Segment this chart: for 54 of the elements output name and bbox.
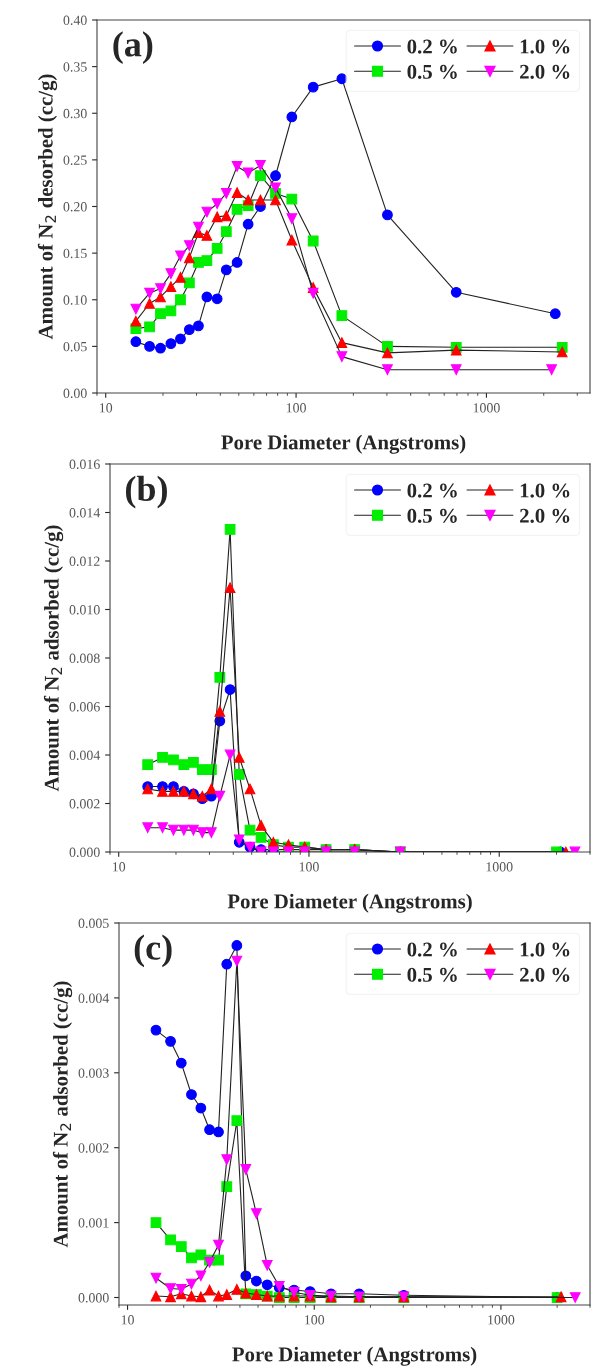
- legend-label: 0.5 %: [407, 967, 457, 982]
- annotation: (b): [125, 475, 167, 509]
- x-axis-title: Pore Diameter (Angstroms): [227, 893, 472, 913]
- x-tick-label: 10: [121, 1315, 134, 1325]
- y-tick-label: 0.25: [63, 155, 87, 165]
- legend-label: 0.5 %: [407, 64, 457, 79]
- x-tick-label: 100: [286, 403, 306, 413]
- x-tick-label: 1000: [488, 1315, 515, 1325]
- x-tick-label: 100: [305, 1315, 325, 1325]
- legend-label: 0.2 %: [407, 39, 457, 54]
- y-tick-label: 0.10: [63, 295, 87, 305]
- y-axis-title: Amount of N$_{2}$ adsorbed (cc/g): [52, 981, 73, 1248]
- y-tick-label: 0.05: [63, 341, 87, 352]
- y-tick-label: 0.30: [63, 108, 87, 119]
- legend-label: 1.0 %: [520, 483, 570, 498]
- legend-label: 1.0 %: [520, 942, 570, 957]
- y-tick-label: 0.005: [78, 918, 109, 929]
- y-tick-label: 0.004: [69, 750, 101, 761]
- y-tick-label: 0.40: [63, 15, 87, 26]
- x-axis-title: Pore Diameter (Angstroms): [232, 1346, 477, 1366]
- y-tick-label: 0.15: [63, 248, 87, 259]
- y-tick-label: 0.000: [78, 1293, 109, 1303]
- y-tick-label: 0.002: [78, 1143, 109, 1153]
- annotation: (a): [113, 31, 153, 64]
- legend-label: 2.0 %: [520, 64, 570, 79]
- x-tick-label: 10: [112, 862, 126, 872]
- y-tick-label: 0.00: [63, 388, 87, 399]
- y-tick-label: 0.35: [63, 62, 87, 72]
- legend-label: 2.0 %: [520, 967, 570, 982]
- y-tick-label: 0.016: [69, 459, 100, 470]
- legend-label: 1.0 %: [520, 39, 570, 54]
- y-tick-label: 0.000: [69, 847, 100, 858]
- y-tick-label: 0.003: [78, 1068, 109, 1078]
- y-axis-title: Amount of N$_{2}$ desorbed (cc/g): [37, 74, 58, 340]
- y-tick-label: 0.006: [69, 702, 100, 712]
- legend-label: 0.2 %: [407, 483, 457, 498]
- y-tick-label: 0.012: [69, 556, 100, 567]
- legend-label: 0.5 %: [407, 508, 457, 523]
- x-tick-label: 100: [299, 862, 319, 872]
- legend-label: 0.2 %: [407, 942, 457, 957]
- y-tick-label: 0.001: [78, 1218, 109, 1228]
- x-tick-label: 1000: [486, 862, 513, 872]
- y-tick-label: 0.010: [69, 605, 100, 615]
- x-tick-label: 10: [99, 403, 113, 413]
- y-tick-label: 0.008: [69, 653, 100, 664]
- y-tick-label: 0.014: [69, 508, 101, 518]
- y-tick-label: 0.20: [63, 202, 87, 212]
- x-tick-label: 1000: [473, 403, 500, 413]
- y-tick-label: 0.002: [69, 799, 100, 809]
- y-tick-label: 0.004: [78, 993, 110, 1003]
- y-axis-title: Amount of N$_{2}$ adsorbed (cc/g): [43, 525, 64, 792]
- annotation: (c): [134, 934, 172, 968]
- x-axis-title: Pore Diameter (Angstroms): [221, 434, 466, 454]
- legend-label: 2.0 %: [520, 508, 570, 523]
